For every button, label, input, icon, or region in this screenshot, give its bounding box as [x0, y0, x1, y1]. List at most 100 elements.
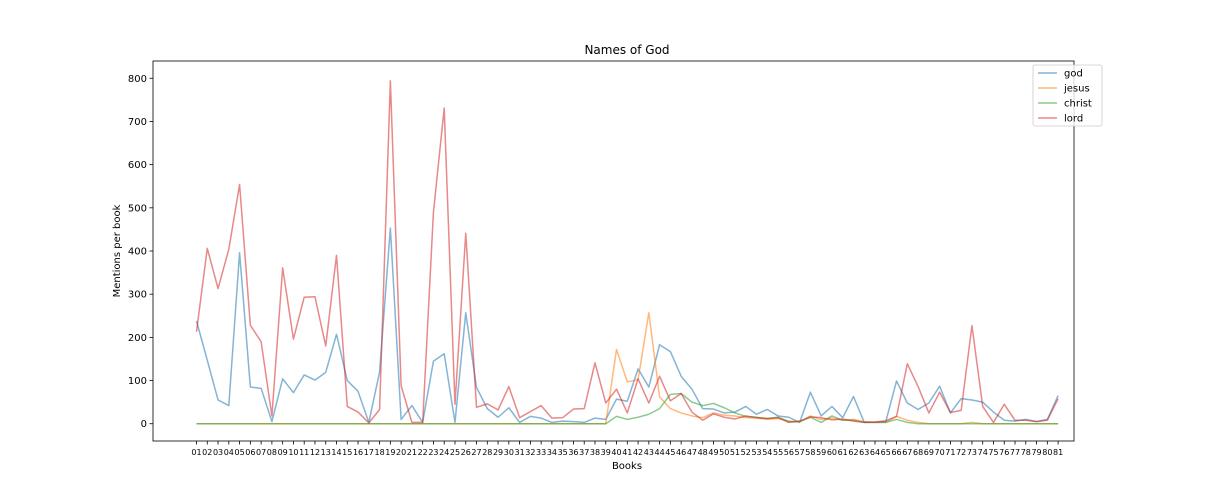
x-tick-label: 32 [525, 448, 535, 457]
x-tick-label: 76 [999, 448, 1009, 457]
x-tick-label: 64 [870, 448, 880, 457]
x-tick-label: 77 [1010, 448, 1020, 457]
x-tick-label: 37 [579, 448, 589, 457]
series-line-god [195, 227, 1059, 424]
x-tick-label: 04 [224, 448, 234, 457]
x-tick-label: 67 [902, 448, 912, 457]
x-tick-label: 68 [913, 448, 923, 457]
x-tick-label: 51 [730, 448, 740, 457]
series-lines [195, 80, 1059, 425]
x-tick-label: 54 [762, 448, 772, 457]
y-tick-label: 500 [128, 203, 147, 214]
x-tick-label: 08 [267, 448, 277, 457]
x-tick-label: 29 [493, 448, 503, 457]
x-tick-label: 60 [827, 448, 837, 457]
x-tick-label: 44 [655, 448, 665, 457]
x-tick-label: 35 [558, 448, 568, 457]
x-tick-label: 31 [515, 448, 525, 457]
x-axis-ticks: 01 02 03 04 05 06 07 08 09 10 11 12 13 14 15 16 17 18 19 20… [191, 441, 1063, 457]
x-tick-label: 69 [924, 448, 934, 457]
x-tick-label: 13 [321, 448, 331, 457]
x-tick-label: 74 [978, 448, 988, 457]
y-tick-label: 700 [128, 117, 147, 128]
y-tick-label: 400 [128, 247, 147, 258]
x-tick-label: 40 [611, 448, 621, 457]
x-tick-label: 28 [482, 448, 492, 457]
x-tick-label: 52 [741, 448, 751, 457]
x-tick-label: 58 [805, 448, 815, 457]
x-tick-label: 34 [547, 448, 557, 457]
x-tick-label: 07 [256, 448, 266, 457]
x-tick-label: 75 [988, 448, 998, 457]
x-tick-label: 57 [795, 448, 805, 457]
x-tick-label: 17 [364, 448, 374, 457]
x-tick-label: 11 [299, 448, 309, 457]
x-tick-label: 71 [945, 448, 955, 457]
x-tick-label: 42 [633, 448, 643, 457]
x-tick-label: 63 [859, 448, 869, 457]
y-tick-label: 200 [128, 333, 147, 344]
x-tick-label: 41 [622, 448, 632, 457]
x-tick-label: 59 [816, 448, 826, 457]
y-tick-label: 600 [128, 160, 147, 171]
series-line-lord [195, 80, 1059, 424]
x-tick-label: 66 [891, 448, 901, 457]
x-tick-label: 01 [191, 448, 201, 457]
x-tick-label: 24 [439, 448, 449, 457]
legend-label-christ: christ [1064, 99, 1092, 110]
x-tick-label: 53 [751, 448, 761, 457]
x-tick-label: 27 [471, 448, 481, 457]
legend-label-god: god [1064, 69, 1083, 80]
x-tick-label: 16 [353, 448, 363, 457]
x-tick-label: 72 [956, 448, 966, 457]
x-tick-label: 05 [234, 448, 244, 457]
series-line-christ [196, 392, 1059, 425]
y-tick-label: 300 [128, 290, 147, 301]
x-tick-label: 26 [461, 448, 471, 457]
legend: god jesus christ lord [1032, 64, 1103, 127]
x-tick-label: 20 [396, 448, 406, 457]
x-tick-label: 15 [342, 448, 352, 457]
y-tick-label: 800 [128, 74, 147, 85]
x-tick-label: 22 [418, 448, 428, 457]
x-tick-label: 50 [719, 448, 729, 457]
x-tick-label: 65 [881, 448, 891, 457]
y-tick-label: 100 [128, 376, 147, 387]
x-tick-label: 48 [698, 448, 708, 457]
x-tick-label: 18 [374, 448, 384, 457]
x-tick-label: 39 [601, 448, 611, 457]
x-tick-label: 55 [773, 448, 783, 457]
x-tick-label: 49 [708, 448, 718, 457]
x-tick-label: 12 [310, 448, 320, 457]
x-tick-label: 81 [1053, 448, 1063, 457]
y-axis-ticks: 0 100 200 300 400 500 600 700 800 [128, 74, 153, 430]
x-tick-label: 09 [278, 448, 288, 457]
x-tick-label: 23 [428, 448, 438, 457]
x-tick-label: 36 [568, 448, 578, 457]
legend-label-jesus: jesus [1063, 84, 1090, 95]
x-tick-label: 30 [504, 448, 514, 457]
x-tick-label: 02 [202, 448, 212, 457]
x-tick-label: 21 [407, 448, 417, 457]
x-tick-label: 78 [1021, 448, 1031, 457]
x-tick-label: 19 [385, 448, 395, 457]
x-axis-label: Books [612, 461, 642, 472]
x-tick-label: 79 [1031, 448, 1041, 457]
x-tick-label: 73 [967, 448, 977, 457]
x-tick-label: 10 [288, 448, 298, 457]
legend-label-lord: lord [1064, 114, 1083, 125]
x-tick-label: 25 [450, 448, 460, 457]
legend-box [1032, 64, 1103, 127]
x-tick-label: 43 [644, 448, 654, 457]
x-tick-label: 70 [935, 448, 945, 457]
x-tick-label: 61 [838, 448, 848, 457]
y-tick-label: 0 [141, 419, 147, 430]
y-axis-label: Mentions per book [112, 204, 123, 297]
x-tick-label: 33 [536, 448, 546, 457]
plot-area-frame [152, 60, 1075, 442]
x-tick-label: 56 [784, 448, 794, 457]
x-tick-label: 03 [213, 448, 223, 457]
x-tick-label: 47 [687, 448, 697, 457]
x-tick-label: 14 [331, 448, 341, 457]
